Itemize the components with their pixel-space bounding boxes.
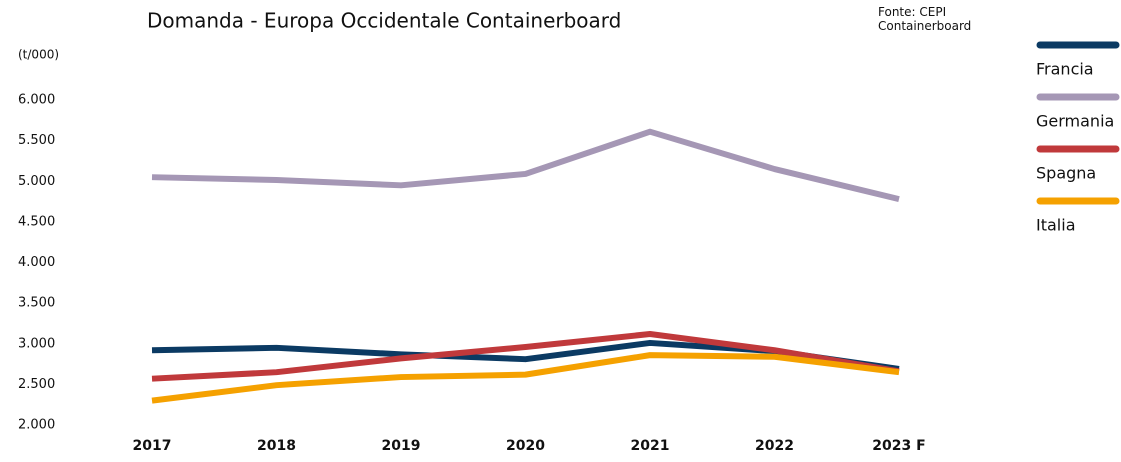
legend-label: Francia <box>1036 60 1094 79</box>
series-line <box>151 331 900 382</box>
x-tick-label: 2022 <box>755 438 794 454</box>
x-tick-label: 2019 <box>382 438 421 454</box>
y-tick-label: 5.500 <box>18 133 55 148</box>
x-tick-label: 2017 <box>133 438 172 454</box>
y-tick-label: 5.000 <box>18 174 55 189</box>
y-tick-label: 4.000 <box>18 255 55 270</box>
legend-label: Italia <box>1036 216 1076 235</box>
source-note: Fonte: CEPI Containerboard <box>878 5 972 33</box>
legend-label: Spagna <box>1036 164 1096 183</box>
legend-label: Germania <box>1036 112 1114 131</box>
x-tick-label: 2021 <box>631 438 670 454</box>
y-tick-label: 6.000 <box>18 93 55 108</box>
y-tick-label: 2.500 <box>18 377 55 392</box>
x-tick-label: 2023 F <box>872 438 925 454</box>
series-line <box>151 128 900 203</box>
y-tick-label: 3.500 <box>18 296 55 311</box>
y-tick-label: 3.000 <box>18 336 55 351</box>
chart-title: Domanda - Europa Occidentale Containerbo… <box>147 9 621 33</box>
series-line <box>151 352 900 404</box>
y-axis-label: (t/000) <box>18 48 59 62</box>
x-tick-label: 2018 <box>257 438 296 454</box>
y-tick-label: 2.000 <box>18 418 55 433</box>
y-tick-label: 4.500 <box>18 214 55 229</box>
x-tick-label: 2020 <box>506 438 545 454</box>
